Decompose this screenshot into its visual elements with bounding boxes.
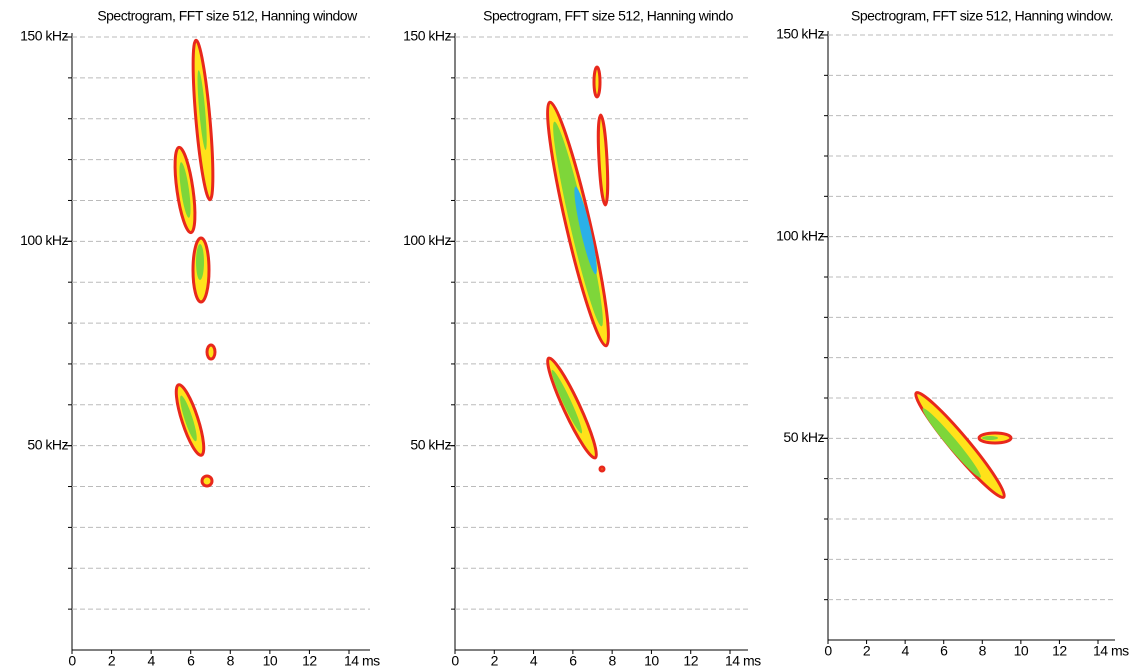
blob-core xyxy=(551,369,583,434)
x-tick-label: 14 ms xyxy=(344,653,380,669)
x-tick-label: 2 xyxy=(863,643,871,659)
y-tick-label: 150 kHz xyxy=(776,26,824,42)
x-tick-label: 8 xyxy=(979,643,987,659)
y-tick-label: 100 kHz xyxy=(20,232,68,248)
y-tick-label: 100 kHz xyxy=(403,232,451,248)
blob-core xyxy=(196,244,204,280)
x-tick-label: 0 xyxy=(824,643,832,659)
x-tick-label: 14 ms xyxy=(1093,643,1129,659)
x-tick-label: 10 xyxy=(263,653,278,669)
blob-core xyxy=(922,408,981,478)
x-tick-label: 4 xyxy=(530,653,538,669)
blob xyxy=(596,113,610,207)
y-tick-label: 50 kHz xyxy=(410,436,451,452)
y-tick-label: 150 kHz xyxy=(403,28,451,44)
y-tick-label: 150 kHz xyxy=(20,28,68,44)
x-tick-label: 12 xyxy=(302,653,317,669)
x-tick-label: 8 xyxy=(227,653,235,669)
blob-core xyxy=(197,70,207,150)
blob-core xyxy=(574,186,597,275)
chart-title: Spectrogram, FFT size 512, Hanning windo xyxy=(483,8,733,24)
blob-core xyxy=(982,436,998,440)
x-tick-label: 2 xyxy=(108,653,116,669)
chart-title: Spectrogram, FFT size 512, Hanning windo… xyxy=(97,8,358,24)
blob xyxy=(592,65,602,99)
x-tick-label: 14 ms xyxy=(725,653,761,669)
blob-core xyxy=(553,121,603,327)
x-tick-label: 4 xyxy=(901,643,909,659)
x-tick-label: 10 xyxy=(1014,643,1029,659)
x-tick-label: 12 xyxy=(683,653,698,669)
blob xyxy=(205,343,217,361)
blob-core xyxy=(179,162,191,218)
x-tick-label: 6 xyxy=(569,653,577,669)
x-tick-label: 12 xyxy=(1052,643,1067,659)
x-tick-label: 4 xyxy=(147,653,155,669)
x-tick-label: 6 xyxy=(187,653,195,669)
blob xyxy=(200,474,214,488)
x-tick-label: 10 xyxy=(644,653,659,669)
x-tick-label: 6 xyxy=(940,643,948,659)
y-tick-label: 50 kHz xyxy=(27,436,68,452)
blob xyxy=(914,391,1006,499)
x-tick-label: 0 xyxy=(451,653,459,669)
spectral-blobs xyxy=(173,38,1013,499)
y-tick-label: 100 kHz xyxy=(776,227,824,243)
blob xyxy=(598,465,606,473)
y-tick-label: 50 kHz xyxy=(783,429,824,445)
blob-core xyxy=(180,395,197,442)
x-tick-label: 0 xyxy=(68,653,76,669)
chart-title: Spectrogram, FFT size 512, Hanning windo… xyxy=(851,8,1113,24)
x-tick-label: 2 xyxy=(491,653,499,669)
x-tick-label: 8 xyxy=(608,653,616,669)
